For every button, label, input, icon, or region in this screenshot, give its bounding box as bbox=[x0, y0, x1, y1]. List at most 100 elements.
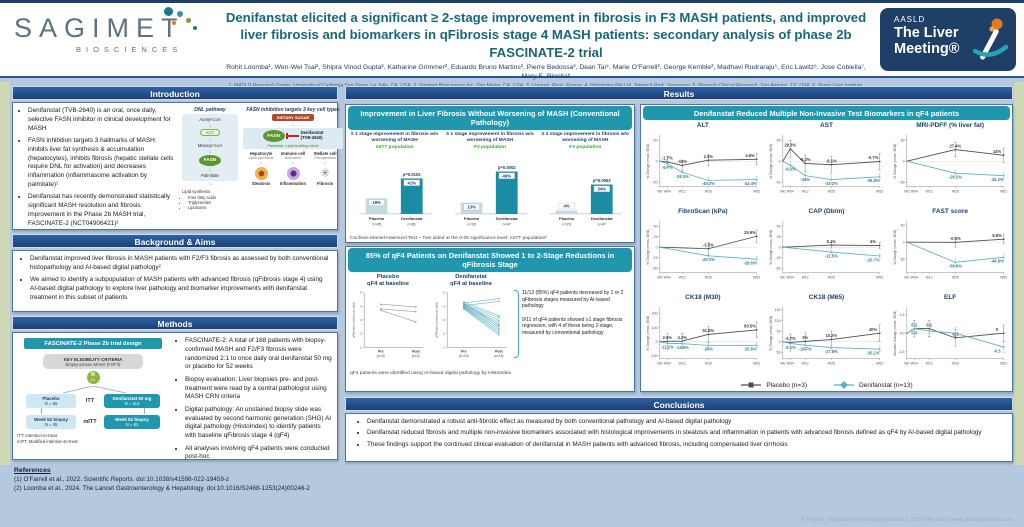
svg-text:(n=3): (n=3) bbox=[377, 354, 385, 358]
aasld-badge: AASLD The Liver Meeting® bbox=[880, 8, 1016, 71]
svg-text:Pre: Pre bbox=[461, 350, 467, 354]
legend-item: Denifanstat (n=13) bbox=[833, 381, 913, 390]
svg-text:49%: 49% bbox=[503, 173, 512, 178]
svg-text:83.5%: 83.5% bbox=[744, 324, 756, 329]
dnl-step-acc: ACC bbox=[200, 129, 220, 137]
inhibitor-code: (TVB-2640) bbox=[300, 135, 323, 141]
svg-text:-3.6%: -3.6% bbox=[703, 243, 714, 248]
svg-text:W12: W12 bbox=[678, 190, 685, 194]
legend-item: Placebo (n=3) bbox=[740, 381, 807, 389]
svg-text:Placebo: Placebo bbox=[369, 216, 385, 221]
svg-text:18%: 18% bbox=[372, 200, 381, 205]
bar-chart-f3-1stage: ≥ 1 stage improvement in fibrosis w/o wo… bbox=[445, 132, 535, 234]
svg-text:1: 1 bbox=[360, 345, 362, 349]
logo-dot-icon bbox=[164, 7, 173, 16]
biopsy-n: N = 45 bbox=[44, 422, 58, 427]
svg-text:-25.6%: -25.6% bbox=[743, 347, 756, 352]
svg-text:3: 3 bbox=[443, 318, 445, 322]
cell-outcome: Fibrosis bbox=[316, 181, 334, 187]
nit-chart-grid: ALT -50 0 50 W0 W04 W12 W26 W52 -1.7% -10% 2.4% 4.6… bbox=[641, 121, 1012, 379]
svg-text:% Change (mean, SEM): % Change (mean, SEM) bbox=[893, 144, 897, 179]
down-arrow-icon: ↓ bbox=[291, 122, 295, 128]
svg-text:-27.8%: -27.8% bbox=[825, 349, 838, 354]
svg-text:-26.4%: -26.4% bbox=[675, 174, 688, 179]
svg-text:W52: W52 bbox=[753, 362, 760, 366]
fasn-enzyme-node: FASN bbox=[262, 130, 285, 143]
svg-text:% Change (mean, SEM): % Change (mean, SEM) bbox=[893, 230, 897, 265]
svg-text:W04: W04 bbox=[911, 276, 918, 280]
svg-text:-50: -50 bbox=[900, 258, 905, 262]
slope-chart-placebo: Placebo qF4 at baseline 1 2 3 4 5 Pre (n=3) Pos… bbox=[348, 274, 428, 369]
legend-marker-icon bbox=[741, 382, 762, 388]
methods-card: FASCINATE-2 Phase 2b trial design KEY EL… bbox=[12, 332, 338, 460]
svg-text:n=81: n=81 bbox=[407, 223, 415, 227]
svg-text:50: 50 bbox=[654, 139, 658, 143]
slope-title: Denifanstat qF4 at baseline bbox=[431, 274, 511, 288]
conclusions-card: Denifanstat demonstrated a robust anti-f… bbox=[345, 413, 1013, 462]
dietary-sugar-node: DIETARY SUGAR bbox=[271, 114, 315, 121]
cell-process: Activation bbox=[284, 156, 302, 161]
svg-text:-50: -50 bbox=[776, 267, 781, 271]
background-bullet: Denifanstat improved liver fibrosis in M… bbox=[30, 255, 331, 273]
svg-text:-34%: -34% bbox=[801, 177, 811, 182]
line-chart-svg: -50 -25 0 25 50 W0 W04 W12 W26 W52 -3.6% 25.9% -20.2… bbox=[646, 221, 760, 280]
svg-text:-13.9%: -13.9% bbox=[675, 346, 688, 351]
qfibrosis-reduction-panel: 85% of qF4 Patients on Denifanstat Showe… bbox=[345, 246, 635, 392]
arm-n: N = 56 bbox=[44, 401, 58, 406]
itt-footnote: ITT: Intention-to-treat bbox=[17, 433, 57, 438]
references-title: References bbox=[14, 467, 51, 474]
svg-text:W0: W0 bbox=[904, 276, 909, 280]
bar-chart-svg: 4% Placebo n=23 34% Denifanstat n=47 p=0.0063 bbox=[550, 178, 623, 227]
chart-title: FAST score bbox=[932, 208, 969, 216]
chart-cell-fast: FAST score -50 0 50 W0 W04 W12 W26 W52 -0.6% 8.8%… bbox=[891, 208, 1010, 293]
svg-text:2%: 2% bbox=[803, 335, 809, 340]
svg-text:-25: -25 bbox=[776, 257, 781, 261]
chart-title: FibroScan (kPa) bbox=[678, 208, 728, 216]
svg-text:-50: -50 bbox=[900, 181, 905, 185]
chart-title: CK18 (M30) bbox=[685, 294, 721, 302]
svg-text:0: 0 bbox=[655, 160, 657, 164]
svg-text:100: 100 bbox=[775, 319, 781, 323]
conclusion-bullet: These findings support the continued cli… bbox=[367, 441, 1002, 450]
legend-label: Denifanstat (n=13) bbox=[858, 381, 913, 389]
fasn-panel: FASN Denifanstat (TVB-2640) Palmitate: L… bbox=[243, 128, 343, 150]
svg-text:Placebo: Placebo bbox=[464, 216, 480, 221]
hepatocyte-icon bbox=[254, 167, 268, 181]
svg-text:W52: W52 bbox=[753, 190, 760, 194]
trial-design-diagram: FASCINATE-2 Phase 2b trial design KEY EL… bbox=[17, 337, 169, 455]
svg-text:40%: 40% bbox=[869, 327, 878, 332]
svg-text:27.4%: 27.4% bbox=[950, 144, 962, 149]
inhibition-bar-icon bbox=[285, 133, 299, 140]
svg-text:25: 25 bbox=[777, 235, 781, 239]
svg-text:W26: W26 bbox=[828, 190, 835, 194]
slope-title-line1: Placebo bbox=[376, 273, 400, 280]
svg-text:0: 0 bbox=[779, 160, 781, 164]
randomization-r: R bbox=[91, 372, 95, 378]
legend-marker-icon bbox=[833, 381, 854, 390]
svg-text:4: 4 bbox=[443, 304, 445, 308]
svg-text:50: 50 bbox=[654, 225, 658, 229]
svg-text:-59.6%: -59.6% bbox=[949, 264, 962, 269]
biopsy-n: N = 81 bbox=[125, 422, 139, 427]
svg-text:Denifanstat: Denifanstat bbox=[401, 216, 423, 221]
arm-n: N = 112 bbox=[124, 401, 140, 406]
svg-text:-50: -50 bbox=[776, 181, 781, 185]
bar-chart-title: ≥ 1 stage improvement in fibrosis w/o wo… bbox=[446, 131, 534, 143]
svg-text:51.5%: 51.5% bbox=[702, 329, 714, 334]
mitt-label: mITT bbox=[83, 419, 97, 425]
svg-text:W0: W0 bbox=[904, 190, 909, 194]
dnl-title: DNL pathway bbox=[194, 107, 226, 113]
svg-text:W12: W12 bbox=[678, 362, 685, 366]
svg-text:Post: Post bbox=[495, 350, 503, 354]
svg-text:-45.2%: -45.2% bbox=[702, 182, 715, 187]
svg-text:Denifanstat: Denifanstat bbox=[496, 216, 518, 221]
svg-text:n=47: n=47 bbox=[598, 223, 606, 227]
qf4-footnote: qF4 patients were identified using AI-ba… bbox=[350, 370, 512, 376]
slope-title: Placebo qF4 at baseline bbox=[348, 274, 428, 288]
methods-bullet: All analyses involving qF4 patients were… bbox=[185, 445, 333, 463]
section-header-results: Results bbox=[345, 86, 1013, 100]
svg-text:25: 25 bbox=[654, 235, 658, 239]
bar-chart-mitt: ≥ 1 stage improvement in fibrosis w/o wo… bbox=[350, 132, 440, 234]
svg-text:0.0: 0.0 bbox=[900, 332, 905, 336]
down-arrow-icon: ↓ bbox=[208, 181, 212, 188]
